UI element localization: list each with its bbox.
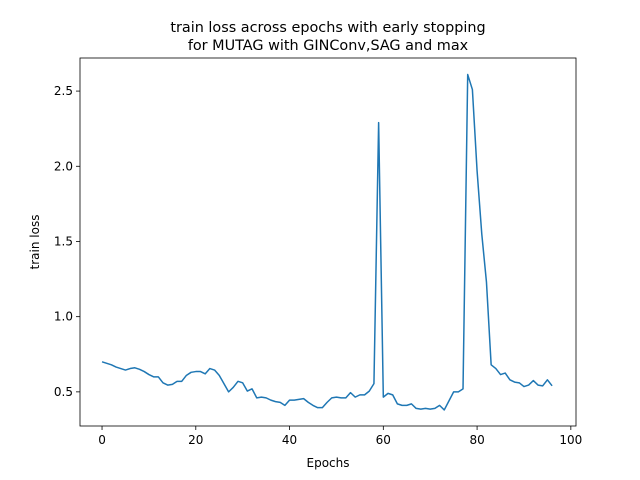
x-tick-label: 0: [98, 433, 106, 447]
x-tick-label: 20: [188, 433, 203, 447]
y-tick-label: 2.0: [54, 159, 73, 173]
y-axis-label: train loss: [28, 215, 42, 270]
y-tick-label: 2.5: [54, 84, 73, 98]
y-tick-label: 1.0: [54, 310, 73, 324]
chart-title: train loss across epochs with early stop…: [170, 20, 485, 36]
plot-frame: [79, 57, 577, 427]
data-line: [101, 73, 553, 411]
y-tick-label: 0.5: [54, 385, 73, 399]
x-tick-label: 40: [282, 433, 297, 447]
x-axis-label: Epochs: [307, 456, 350, 470]
y-tick-label: 1.5: [54, 234, 73, 248]
chart-title: for MUTAG with GINConv,SAG and max: [188, 38, 469, 54]
x-tick-label: 60: [376, 433, 391, 447]
x-tick-label: 100: [559, 433, 582, 447]
x-tick-label: 80: [469, 433, 484, 447]
